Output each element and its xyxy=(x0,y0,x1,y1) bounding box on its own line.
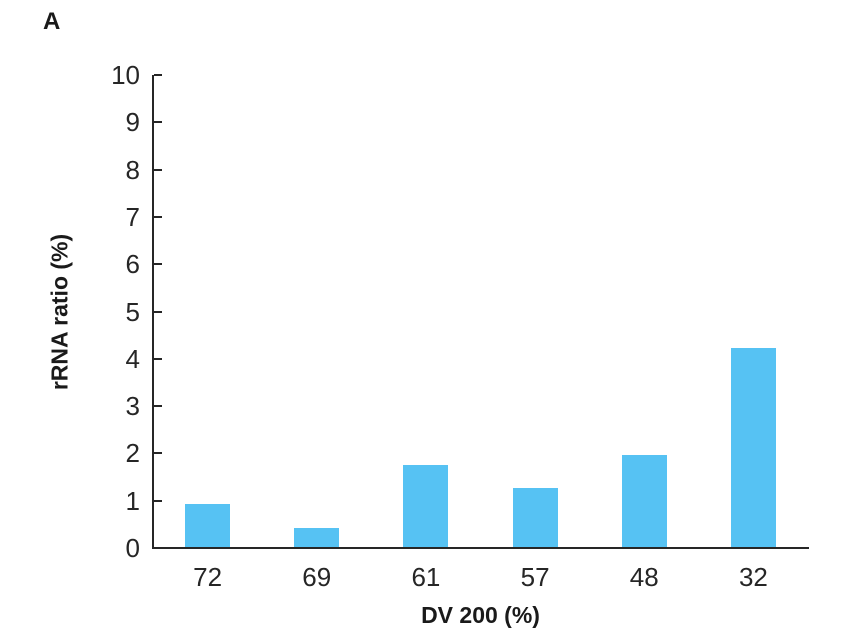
y-tick-mark xyxy=(154,452,162,455)
x-tick-label: 57 xyxy=(520,562,550,592)
bar xyxy=(403,465,449,547)
y-tick-mark xyxy=(154,310,162,313)
bar xyxy=(730,348,776,547)
y-tick-label: 0 xyxy=(125,533,140,563)
y-tick-label: 8 xyxy=(125,154,140,185)
x-axis-title: DV 200 (%) xyxy=(421,602,540,628)
x-axis-line xyxy=(152,547,809,549)
bar xyxy=(294,528,340,547)
y-tick-label: 5 xyxy=(125,296,140,327)
x-tick-label: 32 xyxy=(738,562,768,592)
x-tick-label: 69 xyxy=(302,562,332,592)
y-axis-line xyxy=(152,75,154,549)
x-tick-label: 72 xyxy=(193,562,223,592)
y-tick-mark xyxy=(154,168,162,171)
y-tick-mark xyxy=(154,74,162,76)
y-tick-label: 3 xyxy=(125,391,140,422)
y-tick-label: 9 xyxy=(125,107,140,138)
y-tick-label: 2 xyxy=(125,438,140,469)
y-tick-label: 4 xyxy=(125,343,140,374)
y-tick-mark xyxy=(154,121,162,124)
x-tick-label: 48 xyxy=(629,562,659,592)
x-tick-label: 61 xyxy=(411,562,441,592)
y-tick-label: 1 xyxy=(125,485,140,516)
y-tick-mark xyxy=(154,215,162,218)
bar xyxy=(185,504,231,547)
y-tick-mark xyxy=(154,357,162,360)
panel-label: A xyxy=(43,8,61,35)
y-tick-label: 10 xyxy=(111,60,140,90)
bar xyxy=(621,454,667,547)
y-tick-mark xyxy=(154,263,162,266)
y-tick-label: 7 xyxy=(125,201,140,232)
y-tick-mark xyxy=(154,499,162,502)
bar xyxy=(512,487,558,547)
y-tick-label: 6 xyxy=(125,249,140,280)
y-tick-mark xyxy=(154,405,162,408)
